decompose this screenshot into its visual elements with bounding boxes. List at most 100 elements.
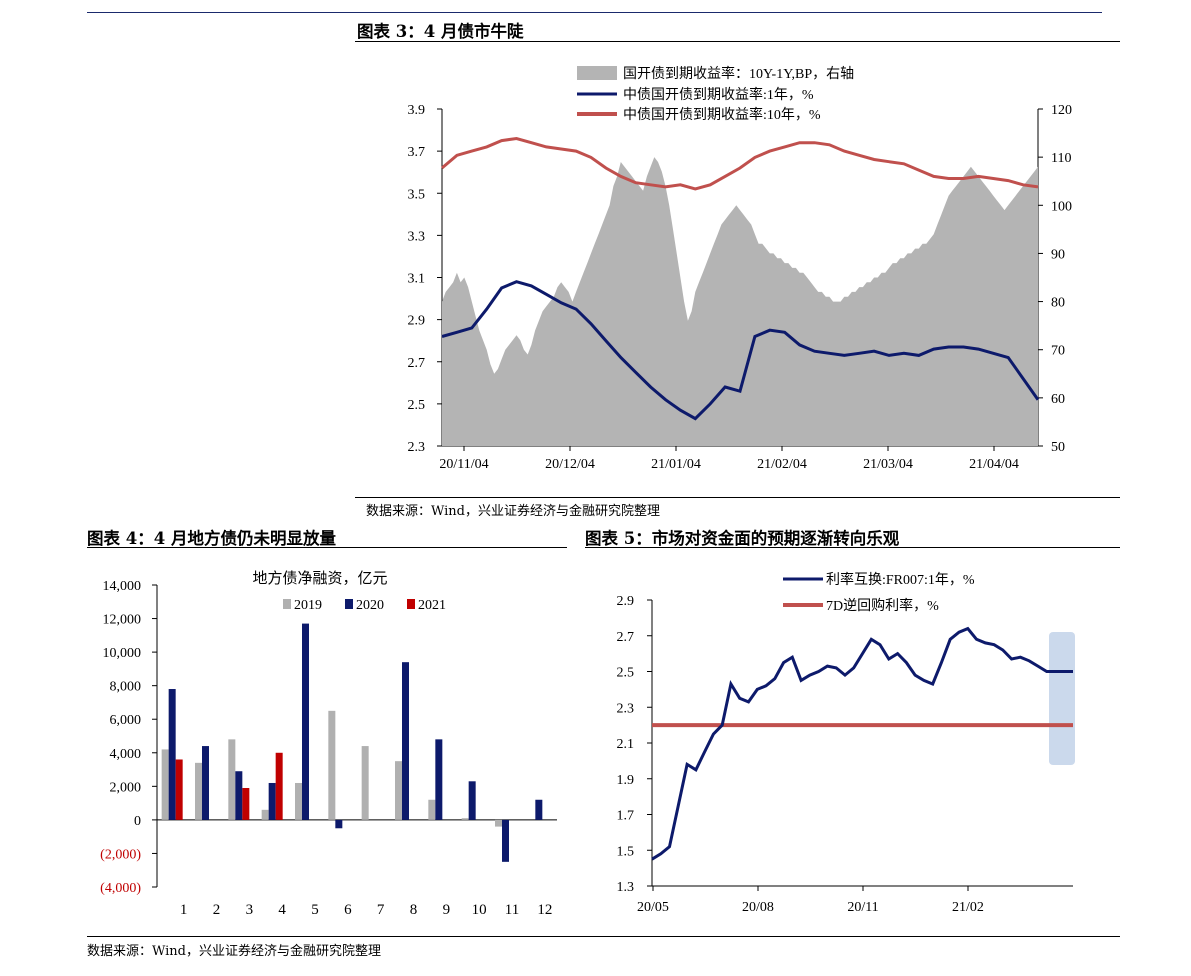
- chart3-y-left-tick-label: 2.9: [408, 314, 426, 329]
- chart3-legend-label: 中债国开债到期收益率:1年，%: [623, 86, 814, 103]
- chart4-legend-swatch: [345, 599, 353, 609]
- chart4-bar-2020: [535, 799, 543, 820]
- chart3-title: 图表 3：4 月债市牛陡: [357, 22, 524, 41]
- chart4-bar-2020: [435, 739, 443, 820]
- chart4-legend-swatch: [283, 599, 291, 609]
- chart5-y-tick-label: 2.3: [617, 701, 635, 716]
- chart4-x-tick-label: 4: [278, 902, 286, 918]
- bottom-source-rule: [87, 936, 1120, 937]
- chart3-y-left-tick-label: 3.7: [408, 145, 426, 160]
- chart4-bar-2019: [395, 761, 402, 820]
- chart5-series-swap-line: [651, 626, 1073, 861]
- chart3-x-tick-label: 21/01/04: [651, 457, 701, 472]
- chart4-y-tick-label: 4,000: [110, 747, 142, 762]
- chart4-bar-2019: [195, 762, 202, 820]
- chart4-bar-2021: [275, 752, 283, 820]
- chart4-x-tick-label: 9: [443, 902, 451, 918]
- chart4-bar-2020: [402, 662, 409, 820]
- chart3-x-tick-label: 21/03/04: [863, 457, 913, 472]
- chart4-legend-swatch: [407, 599, 415, 609]
- chart4-title-rule: [87, 547, 567, 548]
- bottom-source: 数据来源：Wind，兴业证券经济与金融研究院整理: [87, 944, 381, 959]
- chart3-source-rule: [355, 497, 1120, 498]
- chart5-y-tick-label: 2.1: [617, 737, 635, 752]
- chart3-series-spread-area: [442, 157, 1038, 446]
- chart3-title-rule: [355, 41, 1120, 42]
- chart4-y-tick-label: 8,000: [110, 680, 142, 695]
- top-divider: [87, 12, 1102, 13]
- chart4-bar-2020: [335, 819, 343, 829]
- chart5-title: 图表 5：市场对资金面的预期逐渐转向乐观: [585, 529, 900, 548]
- chart3-y-left-tick-label: 2.3: [408, 440, 426, 455]
- chart4-y-tick-label: 0: [134, 814, 141, 829]
- chart4-bar-2020: [202, 746, 209, 820]
- chart3-y-left-tick-label: 3.5: [408, 187, 426, 202]
- chart3-x-tick-label: 21/04/04: [969, 457, 1019, 472]
- chart4-bar-2019: [461, 818, 469, 820]
- chart5-y-tick-label: 2.5: [617, 666, 635, 681]
- chart5-svg: 1.3 1.5 1.7 1.9 2.1 2.3 2.5 2.7 2.9 20/05 20/08 20/…: [617, 571, 1075, 915]
- chart3-y-left-tick-label: 3.1: [408, 272, 426, 287]
- chart3-y-left-tick-label: 3.3: [408, 229, 426, 244]
- chart4-bar-2020: [268, 782, 276, 820]
- chart3-y-right-tick-label: 50: [1051, 440, 1065, 455]
- chart4-legend-label: 2019: [294, 598, 322, 613]
- chart4-bar-2019: [361, 746, 369, 820]
- chart3-y-right-tick-label: 90: [1051, 247, 1065, 262]
- chart3-y-right-tick-label: 70: [1051, 344, 1065, 359]
- chart3-y-left-tick-label: 2.5: [408, 398, 426, 413]
- chart4-svg: 14,000 12,000 10,000 8,000 6,000 4,000 2,000 0 (…: [100, 570, 557, 918]
- chart4-bar-2019: [161, 749, 169, 820]
- chart3-series-1y-line: [441, 280, 1040, 421]
- chart4-bar-2020: [302, 623, 309, 820]
- chart3-y-left-tick-label: 2.7: [408, 356, 426, 371]
- chart4-y-tick-label: 2,000: [110, 780, 142, 795]
- chart4-x-tick-label: 1: [180, 902, 188, 918]
- chart3-x-tick-label: 21/02/04: [757, 457, 807, 472]
- chart4-y-tick-label: 14,000: [103, 579, 142, 594]
- chart4-x-tick-label: 6: [344, 902, 352, 918]
- chart5-legend-label: 利率互换:FR007:1年，%: [826, 571, 975, 588]
- chart4-y-tick-label: 6,000: [110, 713, 142, 728]
- chart4-x-tick-label: 5: [311, 902, 319, 918]
- chart3-y-right-tick-label: 110: [1051, 151, 1071, 166]
- chart5-y-tick-label: 1.3: [617, 880, 635, 895]
- chart4-y-tick-label: (4,000): [100, 881, 141, 896]
- chart4-legend-label: 2020: [356, 598, 384, 613]
- chart4-bar-2019: [428, 799, 436, 820]
- chart4-x-tick-label: 3: [246, 902, 254, 918]
- chart4-bar-2020: [468, 781, 476, 820]
- chart4-chart-title: 地方债净融资，亿元: [252, 570, 387, 587]
- chart4-y-tick-label: (2,000): [100, 847, 141, 862]
- chart3-y-left-tick-label: 3.9: [408, 103, 426, 118]
- chart3-y-right-tick-label: 60: [1051, 392, 1065, 407]
- chart4-bar-2020: [168, 689, 176, 820]
- chart3-source: 数据来源：Wind，兴业证券经济与金融研究院整理: [366, 504, 660, 519]
- chart4-bar-2019: [328, 710, 336, 820]
- chart4-x-tick-label: 8: [410, 902, 418, 918]
- chart5-y-tick-label: 1.9: [617, 773, 635, 788]
- chart4-x-tick-label: 11: [505, 902, 519, 918]
- chart3-y-right-tick-label: 120: [1051, 103, 1072, 118]
- chart4-bar-2021: [242, 788, 250, 820]
- chart5-x-tick-label: 20/05: [637, 900, 669, 915]
- chart5-highlight-box: [1049, 632, 1075, 765]
- chart5-y-tick-label: 1.5: [617, 844, 635, 859]
- chart3-legend-label: 国开债到期收益率：10Y-1Y,BP，右轴: [623, 65, 854, 82]
- chart5-y-tick-label: 2.9: [617, 594, 635, 609]
- chart4-bar-2019: [295, 782, 302, 820]
- chart4-bar-2019: [495, 819, 502, 827]
- chart5-x-tick-label: 20/08: [742, 900, 774, 915]
- chart4-y-tick-label: 10,000: [103, 646, 142, 661]
- chart4-legend: 地方债净融资，亿元 2019 2020 2021: [252, 570, 446, 613]
- chart4-bar-2021: [175, 759, 183, 820]
- chart4-legend-label: 2021: [418, 598, 446, 613]
- chart5-y-tick-label: 2.7: [617, 630, 635, 645]
- chart5-title-rule: [585, 547, 1120, 548]
- chart3-x-tick-label: 20/12/04: [545, 457, 595, 472]
- chart4-x-tick-label: 10: [472, 902, 487, 918]
- chart5-legend: 利率互换:FR007:1年，% 7D逆回购利率，%: [783, 571, 975, 614]
- chart5-y-tick-label: 1.7: [617, 809, 635, 824]
- chart4-title: 图表 4：4 月地方债仍未明显放量: [87, 529, 336, 548]
